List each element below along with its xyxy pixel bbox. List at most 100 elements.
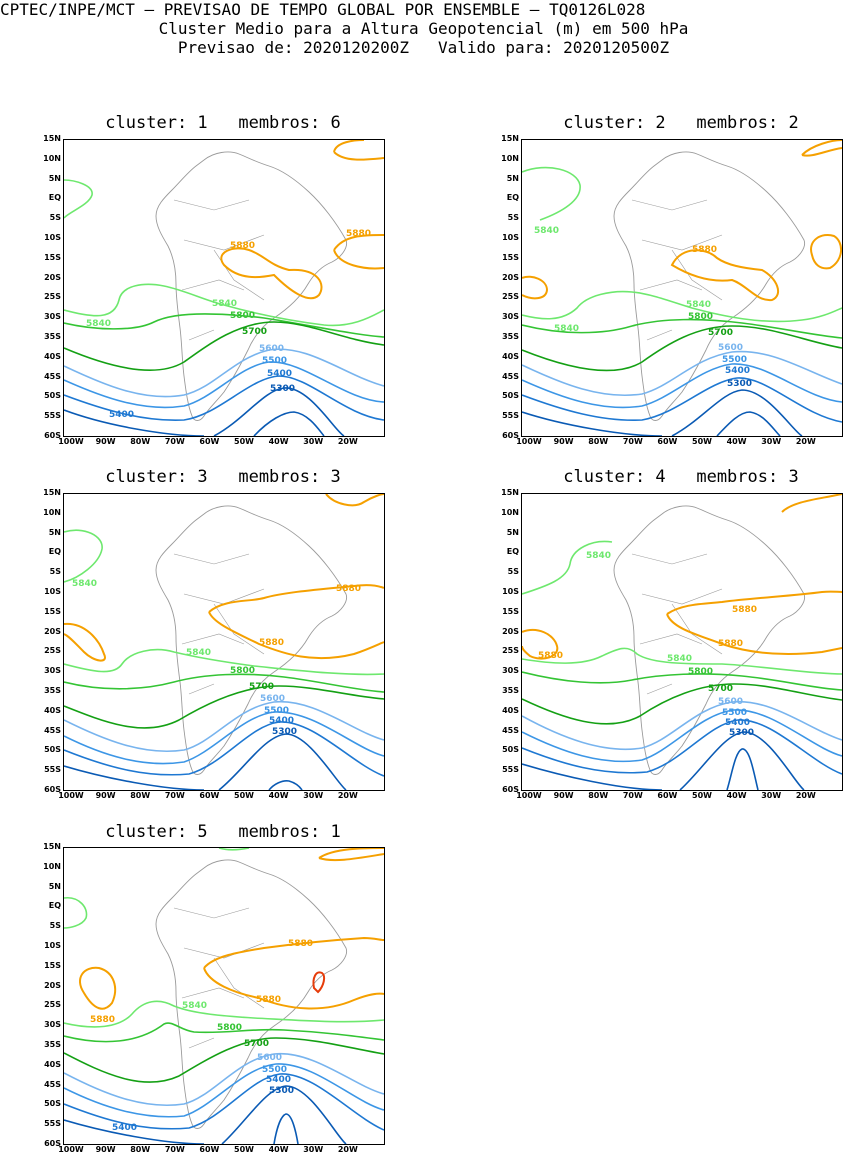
contour-5880-center xyxy=(220,247,323,300)
contour-label-5880: 5880 xyxy=(346,229,371,239)
lon-tick-label: 30W xyxy=(303,1145,324,1154)
lat-tick-label: 60S xyxy=(44,431,61,440)
lat-tick-label: 60S xyxy=(502,431,519,440)
contour-label-5880: 5880 xyxy=(256,995,281,1005)
contour-5840-nw xyxy=(64,897,88,929)
contour-label-5500: 5500 xyxy=(264,706,289,716)
lat-tick-label: 40S xyxy=(44,705,61,715)
contour-5920-closed xyxy=(312,971,326,994)
contour-5880-north xyxy=(208,584,384,613)
contour-label-5800: 5800 xyxy=(688,312,713,322)
contour-label-5880: 5880 xyxy=(230,241,255,251)
contour-5800 xyxy=(522,671,842,691)
lat-tick-label: 20S xyxy=(502,272,519,282)
lon-tick-label: 90W xyxy=(95,1145,116,1154)
contour-label-5400: 5400 xyxy=(112,1123,137,1133)
map-panel-1: 5880 5880 5840 5840 5800 5700 5600 5500 … xyxy=(63,139,385,437)
lat-tick-label: 60S xyxy=(502,785,519,794)
lon-tick-label: 50W xyxy=(692,437,712,446)
lat-tick-label: EQ xyxy=(506,547,519,557)
lat-tick-label: 15S xyxy=(44,606,61,616)
contour-5880-w xyxy=(522,628,559,660)
lat-tick-label: 15N xyxy=(501,488,519,497)
panel-5-title: cluster: 5 membros: 1 xyxy=(105,822,341,842)
contour-5800 xyxy=(64,1022,384,1043)
lat-tick-label: 45S xyxy=(44,1079,61,1089)
lat-tick-label: 40S xyxy=(502,705,519,715)
contour-label-5880: 5880 xyxy=(732,605,757,615)
map-panel-2: 5880 5840 5840 5840 5800 5700 5600 5500 … xyxy=(521,139,843,437)
map-4-svg: 5840 5880 5880 5880 5840 5800 5700 5600 … xyxy=(522,494,842,790)
contour-5840 xyxy=(64,283,384,327)
panel-2-title: cluster: 2 membros: 2 xyxy=(563,113,799,133)
lon-tick-label: 40W xyxy=(268,791,289,800)
contour-label-5880: 5880 xyxy=(692,245,717,255)
lon-tick-label: 90W xyxy=(95,437,116,446)
south-america-coastline xyxy=(613,151,806,421)
header-line-3: Previsao de: 2020120200Z Valido para: 20… xyxy=(177,38,670,57)
lon-tick-label: 70W xyxy=(622,437,643,446)
lat-tick-label: 55S xyxy=(44,411,61,421)
lon-tick-label: 50W xyxy=(234,791,254,800)
contour-5880-north xyxy=(203,936,384,969)
lon-tick-label: 80W xyxy=(130,791,151,800)
country-borders xyxy=(631,199,723,341)
lat-tick-label: 30S xyxy=(44,1020,61,1030)
lon-tick-label: 70W xyxy=(622,791,643,800)
contour-label-5880: 5880 xyxy=(90,1015,115,1025)
lon-tick-label: 50W xyxy=(234,437,254,446)
contour-label-5600: 5600 xyxy=(257,1053,282,1063)
lat-tick-label: EQ xyxy=(48,547,61,557)
lat-tick-label: 25S xyxy=(502,646,519,656)
contour-5840 xyxy=(64,648,384,676)
contour-5300 xyxy=(64,733,347,790)
lat-tick-label: 35S xyxy=(44,686,61,695)
lon-tick-label: 70W xyxy=(164,437,185,446)
lon-tick-label: 70W xyxy=(164,791,185,800)
lon-tick-label: 80W xyxy=(130,1145,151,1154)
contour-label-5840: 5840 xyxy=(72,579,97,589)
lat-tick-label: 15N xyxy=(43,842,61,851)
lon-tick-label: 100W xyxy=(58,791,84,800)
contour-5840 xyxy=(522,647,842,675)
contour-5880-center xyxy=(670,249,780,302)
contour-5500 xyxy=(522,709,842,763)
lat-tick-label: 10N xyxy=(43,861,61,871)
lat-tick-label: 50S xyxy=(44,1099,61,1109)
contour-label-5880: 5880 xyxy=(538,651,563,661)
contour-5880-south xyxy=(203,967,384,1010)
lat-tick-label: 40S xyxy=(44,351,61,361)
lat-tick-label: 5S xyxy=(507,213,519,223)
lat-tick-label: 45S xyxy=(44,371,61,381)
lat-tick-label: 5N xyxy=(506,527,519,537)
contour-label-5400: 5400 xyxy=(109,410,134,420)
contour-label-5300: 5300 xyxy=(270,384,295,394)
lat-tick-label: 55S xyxy=(44,765,61,775)
lon-tick-label: 30W xyxy=(761,437,782,446)
contour-label-5300: 5300 xyxy=(729,728,754,738)
lat-tick-label: 5N xyxy=(48,527,61,537)
map-5-svg: 5880 5880 5880 5840 5800 5700 5600 5500 … xyxy=(64,848,384,1144)
lon-tick-label: 20W xyxy=(337,1145,358,1154)
contour-5500 xyxy=(64,1063,384,1118)
contour-label-5500: 5500 xyxy=(262,356,287,366)
contour-label-5840: 5840 xyxy=(667,654,692,664)
contour-5840-west xyxy=(64,179,93,219)
country-borders xyxy=(631,553,723,695)
contour-5840-nw xyxy=(522,166,581,221)
contour-5840-nw xyxy=(64,529,103,583)
contour-label-5700: 5700 xyxy=(708,684,733,694)
contour-5300-inner xyxy=(253,411,325,436)
contour-label-5800: 5800 xyxy=(217,1023,242,1033)
contour-5300 xyxy=(522,731,805,790)
contour-5600 xyxy=(522,700,842,751)
lon-tick-label: 30W xyxy=(303,437,324,446)
contour-label-5400: 5400 xyxy=(725,718,750,728)
contour-5800 xyxy=(64,673,384,693)
country-borders xyxy=(173,199,265,341)
contour-label-5600: 5600 xyxy=(260,694,285,704)
lat-tick-label: EQ xyxy=(48,901,61,911)
panel-3-title: cluster: 3 membros: 3 xyxy=(105,467,341,487)
contour-5300 xyxy=(64,1085,347,1144)
contour-5600 xyxy=(64,700,384,753)
